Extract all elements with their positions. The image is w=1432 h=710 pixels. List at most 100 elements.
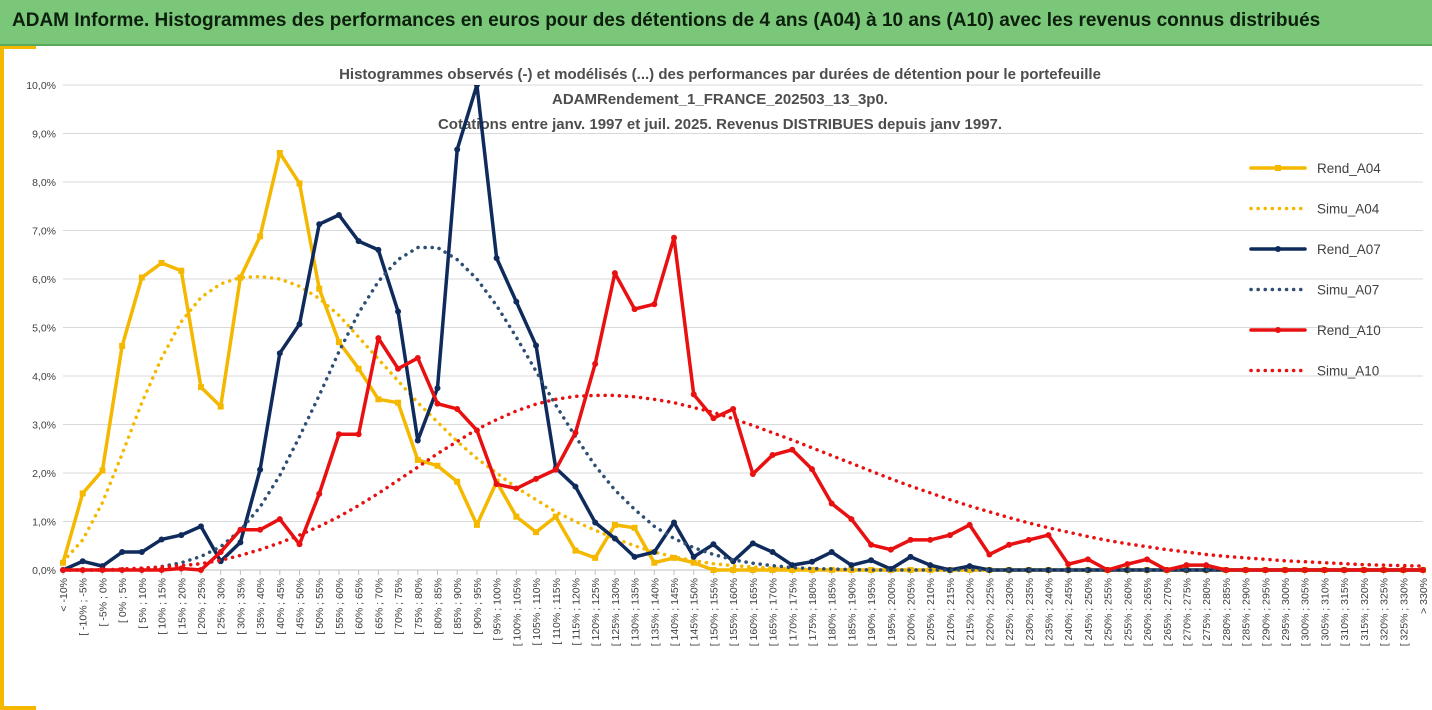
data-point [414,437,421,444]
data-point [848,516,855,523]
data-point [690,559,697,566]
x-tick-label: [ 225% ; 230% [1004,578,1016,646]
x-tick-label: [ -10% ; -5% [78,578,90,636]
data-point [257,526,264,533]
data-point [572,429,579,436]
data-point [237,526,244,533]
data-point [533,475,540,482]
data-point [395,399,402,406]
data-point [572,547,579,554]
data-point [1262,567,1269,573]
data-point [927,536,934,543]
x-tick-label: [ 145% ; 150% [689,578,701,646]
data-point [927,562,934,569]
data-point [611,521,618,528]
legend-marker [1275,246,1281,252]
data-point [1282,567,1289,573]
data-point [138,549,145,556]
x-tick-label: [ 255% ; 260% [1122,578,1134,646]
y-tick-label: 7,0% [32,226,56,238]
data-point [316,221,323,228]
x-tick-label: [ 310% ; 315% [1339,578,1351,646]
data-point [1144,556,1151,563]
x-tick-label: [ 140% ; 145% [669,578,681,646]
data-point [1203,562,1210,569]
x-tick-label: [ 315% ; 320% [1359,578,1371,646]
x-tick-label: [ 325% ; 330% [1398,578,1410,646]
data-point [1144,567,1151,573]
series-line-Simu_A10 [61,393,1425,572]
data-point [671,554,678,561]
data-point [1065,561,1072,568]
x-tick-label: [ 115% ; 120% [570,578,582,646]
x-tick-label: [ 105% ; 110% [531,578,543,646]
data-point [395,365,402,372]
data-point [414,355,421,362]
data-point [1321,567,1328,573]
series-line-Rend_A04 [61,151,1425,572]
x-tick-label: [ 170% ; 175% [787,578,799,646]
data-point [79,490,86,497]
x-tick-label: [ 300% ; 305% [1300,578,1312,646]
x-tick-label: [ 155% ; 160% [728,578,740,646]
x-tick-label: [ 265% ; 270% [1162,578,1174,646]
data-point [966,563,973,570]
legend-label: Rend_A07 [1317,242,1381,257]
x-tick-label: [ 135% ; 140% [649,578,661,646]
legend-marker [1275,165,1281,171]
x-tick-label: [ 240% ; 245% [1063,578,1075,646]
data-point [533,529,540,536]
x-tick-label: [ 90% ; 95% [472,578,484,635]
data-point [1104,567,1111,573]
series-group [60,85,1426,573]
x-tick-label: [ 210% ; 215% [945,578,957,646]
data-point [710,567,717,573]
data-point [730,405,737,412]
x-tick-label: [ 0% ; 5% [117,578,129,623]
accent-bar-bottom [0,706,36,710]
y-tick-label: 5,0% [32,323,56,335]
x-tick-label: [ 180% ; 185% [827,578,839,646]
data-point [769,567,776,573]
y-tick-label: 9,0% [32,129,56,141]
data-point [789,446,796,453]
data-point [868,541,875,548]
data-point [375,396,382,403]
data-point [434,462,441,469]
data-point [1183,562,1190,569]
y-tick-label: 0,0% [32,565,56,577]
data-point [158,536,165,543]
data-point [197,567,204,573]
x-tick-label: [ 15% ; 20% [176,578,188,635]
y-tick-label: 2,0% [32,468,56,480]
data-point [276,350,283,357]
data-point [1163,567,1170,573]
x-tick-label: [ 260% ; 265% [1142,578,1154,646]
series-line-Rend_A07 [61,85,1425,572]
x-tick-label: [ 175% ; 180% [807,578,819,646]
data-point [296,180,303,187]
data-point [375,246,382,253]
series-line-Simu_A07 [61,245,1425,572]
data-point [828,549,835,556]
x-tick-label: [ 205% ; 210% [925,578,937,646]
data-point [355,365,362,372]
data-point [1045,567,1052,573]
x-tick-label: [ 50% ; 55% [314,578,326,635]
data-point [178,532,185,539]
x-tick-label: [ 60% ; 65% [354,578,366,635]
data-point [808,466,815,473]
data-point [493,255,500,262]
data-point [99,467,106,474]
x-tick-label: [ 55% ; 60% [334,578,346,635]
data-point [631,306,638,313]
x-tick-label: [ 20% ; 25% [196,578,208,635]
x-tick-label: [ 125% ; 130% [610,578,622,646]
data-point [730,567,737,573]
data-point [1124,561,1131,568]
data-point [552,513,559,520]
data-point [690,553,697,560]
data-point [1301,567,1308,573]
data-point [473,521,480,528]
data-point [1222,567,1229,573]
